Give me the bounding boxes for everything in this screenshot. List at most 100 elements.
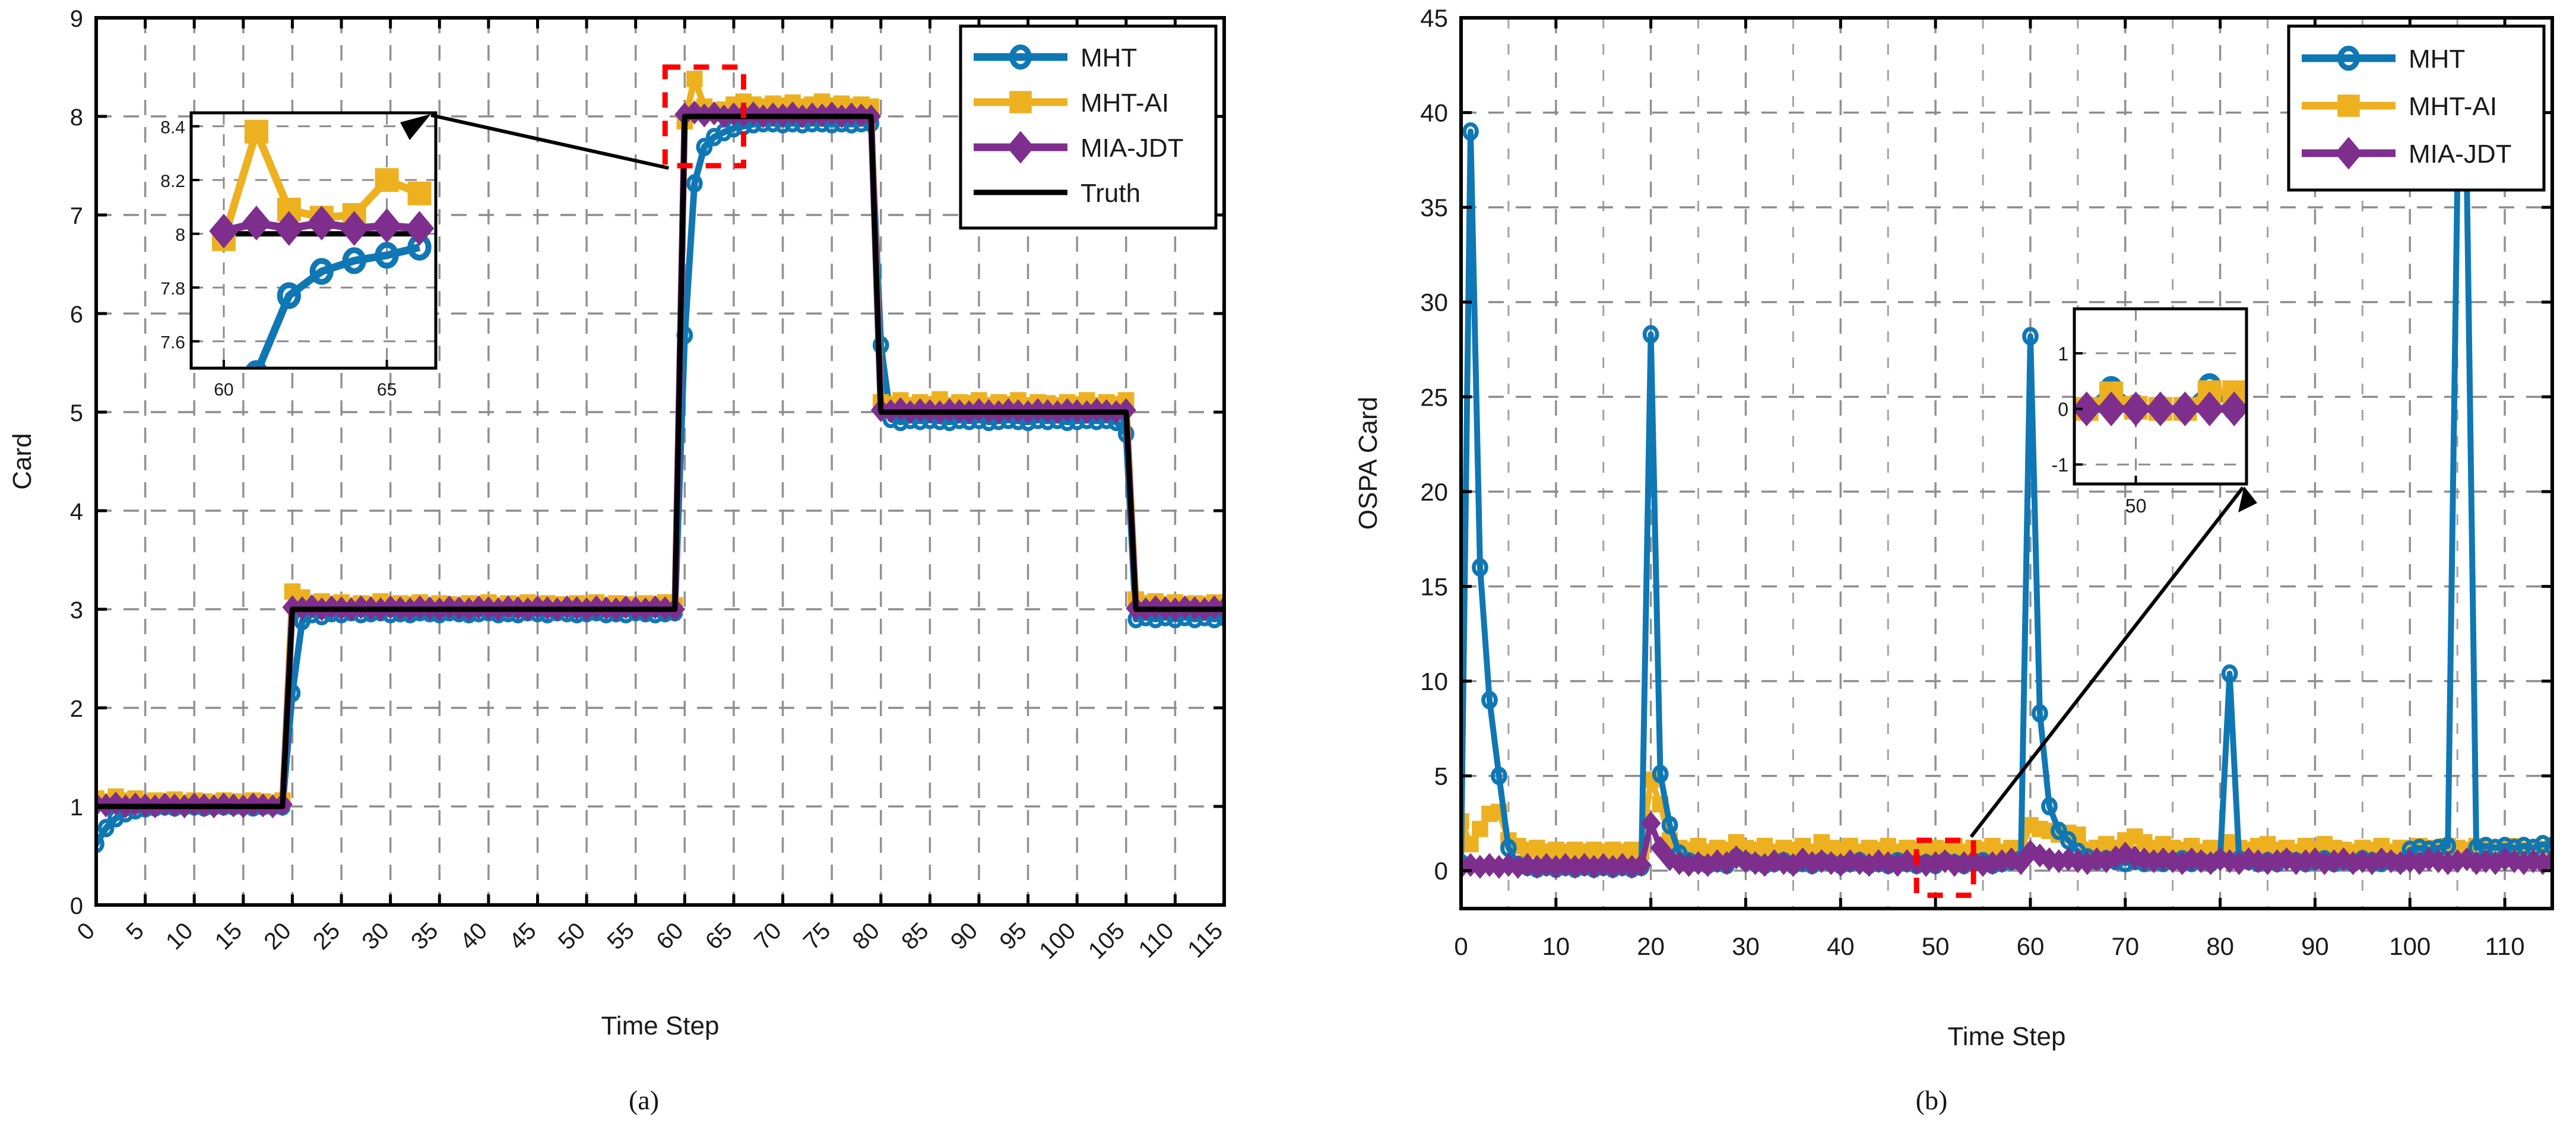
x-tick-labels: 0 10 20 30 40 50 60 70 80 90 100 110 — [1454, 932, 2524, 960]
x-tick-label: 45 — [504, 917, 541, 955]
x-tick-label: 100 — [2389, 932, 2431, 960]
legend-label: MHT-AI — [1081, 88, 1169, 118]
series-mht-ai — [1461, 771, 2552, 860]
y-tick-label: 45 — [1420, 4, 1448, 32]
inset-marker-mia-jdt — [2195, 391, 2225, 426]
inset-marker-mht-ai — [407, 181, 432, 205]
highlight-box — [662, 64, 746, 169]
marker-mht — [1661, 816, 1678, 835]
x-tick-label: 40 — [455, 917, 493, 955]
marker-mia-jdt — [2276, 847, 2297, 872]
marker-mht — [2221, 664, 2238, 683]
marker-mia-jdt — [1640, 811, 1661, 836]
inset-marker-mia-jdt — [307, 205, 337, 241]
inset-x-tick-label: 65 — [377, 380, 397, 400]
marker-mht — [2544, 837, 2552, 856]
x-tick-label: 0 — [1454, 932, 1468, 960]
inset-y-tick-label: -1 — [2052, 454, 2068, 476]
inset-marker-mia-jdt — [242, 205, 271, 241]
legend-label: Truth — [1081, 179, 1140, 208]
inset-marker-mht — [245, 360, 268, 368]
inset-marker-mia-jdt — [209, 213, 239, 249]
x-tick-label: 40 — [1827, 932, 1855, 960]
marker-mia-jdt — [1726, 845, 1747, 869]
x-tick-label: 30 — [357, 917, 394, 955]
panel-b: 0 10 20 30 40 50 60 70 80 90 100 110 0 5 10 15 20 25 30 35 4… — [1288, 0, 2575, 1136]
inset-marker-mht-ai — [244, 119, 268, 144]
marker-mht — [1652, 764, 1669, 783]
marker-mht — [1216, 607, 1224, 626]
x-axis-title: Time Step — [1948, 1022, 2066, 1051]
inset-marker-mht — [277, 282, 301, 309]
marker-mia-jdt — [2457, 847, 2477, 872]
y-tick-label: 40 — [1420, 99, 1448, 127]
x-tick-label: 85 — [896, 917, 934, 955]
inset-connector-arrow — [400, 113, 669, 170]
legend: MHT MHT-AI MIA-JDT Truth — [959, 24, 1218, 230]
legend-item-mht[interactable]: MHT — [2302, 45, 2465, 74]
legend-item-mia-jdt[interactable]: MIA-JDT — [974, 131, 1184, 164]
marker-mia-jdt — [2030, 843, 2050, 868]
x-tick-label: 80 — [848, 917, 885, 955]
y-tick-label: 7 — [70, 203, 83, 229]
inset-a: 7.6 7.8 8 8.2 8.4 60 65 — [160, 111, 438, 400]
legend-marker-mia-jdt — [1006, 131, 1035, 164]
x-tick-label: 20 — [1637, 932, 1665, 960]
marker-mht — [686, 174, 703, 193]
inset-marker-mia-jdt — [372, 208, 402, 243]
y-tick-label: 10 — [1420, 667, 1448, 695]
inset-y-tick-label: 7.8 — [160, 279, 185, 299]
inset-y-tick-label: 8.4 — [160, 118, 185, 138]
x-tick-label: 25 — [308, 917, 346, 955]
inset-series — [2074, 373, 2247, 426]
x-tick-label: 95 — [994, 917, 1032, 955]
y-axis-title: OSPA Card — [1354, 397, 1383, 530]
x-tick-label: 115 — [1183, 917, 1228, 963]
inset-series — [209, 119, 435, 368]
legend-item-mht-ai[interactable]: MHT-AI — [2302, 92, 2497, 121]
inset-y-tick-label: 7.6 — [160, 333, 185, 353]
legend-item-mht-ai[interactable]: MHT-AI — [974, 88, 1169, 118]
legend-item-mia-jdt[interactable]: MIA-JDT — [2302, 137, 2512, 170]
marker-mht — [2022, 327, 2039, 346]
x-tick-label: 35 — [406, 917, 443, 955]
x-tick-label: 50 — [553, 917, 591, 955]
inset-marker-mia-jdt — [274, 211, 304, 246]
inset-b: -1 0 1 50 — [2052, 307, 2248, 517]
inset-marker-mia-jdt — [2074, 391, 2102, 426]
y-tick-label: 30 — [1420, 289, 1448, 317]
chart-b: 0 10 20 30 40 50 60 70 80 90 100 110051015202530354… — [1354, 4, 2554, 1051]
series-layer — [1461, 122, 2552, 879]
inset-marker-mia-jdt — [2121, 391, 2151, 426]
x-tick-label: 5 — [121, 917, 149, 945]
marker-mht — [1491, 767, 1507, 786]
y-tick-label: 2 — [70, 696, 83, 722]
marker-mia-jdt — [2115, 841, 2135, 866]
y-tick-label: 35 — [1420, 194, 1448, 221]
y-tick-label: 8 — [70, 105, 83, 131]
panel-a: 0 5 10 15 20 25 30 35 40 45 50 55 60 65 70 75 80 85 90 95 10… — [8, 6, 1228, 1115]
marker-mht — [1642, 325, 1659, 344]
legend-item-mht[interactable]: MHT — [974, 43, 1137, 72]
marker-mht — [97, 819, 115, 838]
y-tick-label: 5 — [1434, 762, 1448, 790]
legend-label: MIA-JDT — [1081, 134, 1184, 163]
legend-item-truth[interactable]: Truth — [974, 179, 1140, 208]
y-tick-label: 20 — [1420, 478, 1448, 506]
x-tick-label: 30 — [1732, 932, 1760, 960]
inset-marker-mia-jdt — [2096, 391, 2126, 426]
legend-marker-mht — [1009, 44, 1032, 70]
x-axis-title: Time Step — [601, 1011, 720, 1040]
inset-y-tick-label: 8.2 — [160, 172, 185, 191]
y-tick-label: 25 — [1420, 383, 1448, 411]
inset-series-mht — [245, 233, 432, 368]
inset-y-tick-label: 8 — [175, 226, 185, 245]
marker-mht-ai — [686, 71, 703, 87]
inset-series-mia-jdt — [209, 205, 435, 249]
panel-b-caption: (b) — [1915, 1085, 1948, 1115]
y-tick-label: 6 — [70, 302, 83, 328]
x-tick-label: 70 — [2111, 932, 2139, 960]
y-axis-title: Card — [8, 433, 37, 489]
x-tick-label: 100 — [1034, 917, 1081, 964]
